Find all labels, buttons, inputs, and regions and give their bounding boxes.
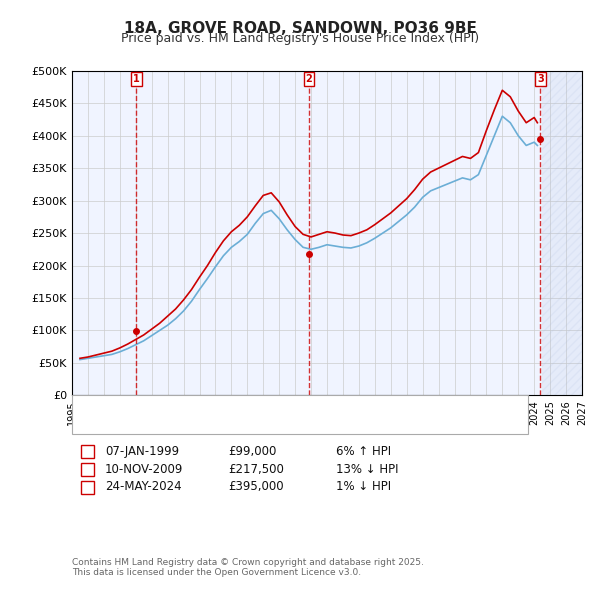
Text: Contains HM Land Registry data © Crown copyright and database right 2025.
This d: Contains HM Land Registry data © Crown c… <box>72 558 424 577</box>
Text: 3: 3 <box>84 482 91 491</box>
Text: 2: 2 <box>84 464 91 474</box>
Text: 10-NOV-2009: 10-NOV-2009 <box>105 463 184 476</box>
Text: 07-JAN-1999: 07-JAN-1999 <box>105 445 179 458</box>
Text: 13% ↓ HPI: 13% ↓ HPI <box>336 463 398 476</box>
Text: 1: 1 <box>84 447 91 456</box>
Text: 6% ↑ HPI: 6% ↑ HPI <box>336 445 391 458</box>
Text: 1: 1 <box>133 74 140 84</box>
Text: ——: —— <box>84 418 109 431</box>
Text: £217,500: £217,500 <box>228 463 284 476</box>
Text: 24-MAY-2024: 24-MAY-2024 <box>105 480 182 493</box>
Text: ——: —— <box>84 407 109 419</box>
Text: 18A, GROVE ROAD, SANDOWN, PO36 9BE (detached house): 18A, GROVE ROAD, SANDOWN, PO36 9BE (deta… <box>117 408 430 418</box>
Text: Price paid vs. HM Land Registry's House Price Index (HPI): Price paid vs. HM Land Registry's House … <box>121 32 479 45</box>
Text: 2: 2 <box>305 74 312 84</box>
Text: £99,000: £99,000 <box>228 445 277 458</box>
Bar <box>542 71 582 395</box>
Text: 3: 3 <box>537 74 544 84</box>
Text: 1% ↓ HPI: 1% ↓ HPI <box>336 480 391 493</box>
Text: HPI: Average price, detached house, Isle of Wight: HPI: Average price, detached house, Isle… <box>117 420 375 430</box>
Text: 18A, GROVE ROAD, SANDOWN, PO36 9BE: 18A, GROVE ROAD, SANDOWN, PO36 9BE <box>124 21 476 35</box>
Text: £395,000: £395,000 <box>228 480 284 493</box>
